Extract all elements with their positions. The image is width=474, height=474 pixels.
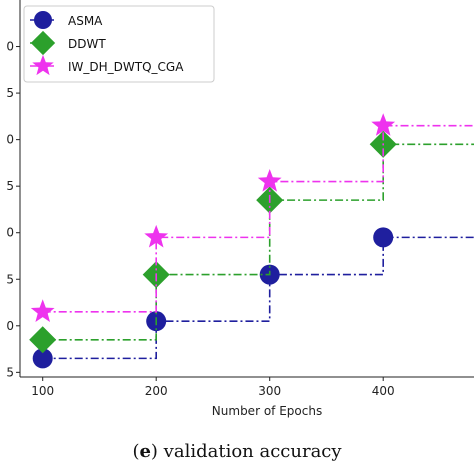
y-tick-label: 5 [6, 272, 14, 286]
caption-letter: e [139, 441, 151, 462]
series-asma [32, 227, 474, 369]
data-point [29, 326, 57, 354]
legend-label: ASMA [68, 14, 103, 28]
data-point [30, 299, 55, 322]
plot-area [29, 113, 474, 369]
series-line [42, 124, 474, 313]
y-tick-label: 5 [6, 365, 14, 379]
legend-marker [30, 30, 56, 56]
caption-prefix: ( [132, 441, 140, 462]
x-axis-label: Number of Epochs [212, 404, 322, 418]
legend-marker [34, 11, 52, 29]
series-ddwt [29, 130, 474, 354]
data-point [373, 227, 394, 248]
legend: ASMA DDWT IW_DH_DWTQ_CGA [23, 5, 215, 83]
legend-label: IW_DH_DWTQ_CGA [68, 60, 184, 74]
caption-suffix: ) validation accuracy [150, 441, 342, 462]
y-tick-label: 5 [6, 179, 14, 193]
series-iw-dh-dwtq-cga [30, 113, 474, 322]
y-tick-label: 0 [6, 319, 14, 333]
axes: 100 200 300 400 5 0 5 0 5 0 5 0 Number of Epochs [6, 0, 474, 418]
data-point [32, 348, 53, 369]
y-tick-label: 0 [6, 133, 14, 147]
data-point [257, 169, 282, 192]
data-point [371, 113, 396, 136]
x-tick-label: 400 [372, 384, 395, 398]
series-line [42, 143, 474, 341]
legend-marker [32, 54, 54, 76]
y-tick-label: 0 [6, 40, 14, 54]
data-point [144, 224, 169, 248]
x-tick-label: 200 [145, 384, 168, 398]
y-tick-label: 0 [6, 226, 14, 240]
x-tick-label: 100 [31, 384, 54, 398]
legend-box [23, 5, 215, 83]
y-tick-label: 5 [6, 86, 14, 100]
legend-label: DDWT [68, 37, 106, 51]
series-line [42, 236, 474, 360]
step-chart: 100 200 300 400 5 0 5 0 5 0 5 0 Number of Epochs ASM… [6, 0, 474, 418]
figure-caption: (e) validation accuracy [0, 441, 474, 462]
x-tick-label: 300 [258, 384, 281, 398]
